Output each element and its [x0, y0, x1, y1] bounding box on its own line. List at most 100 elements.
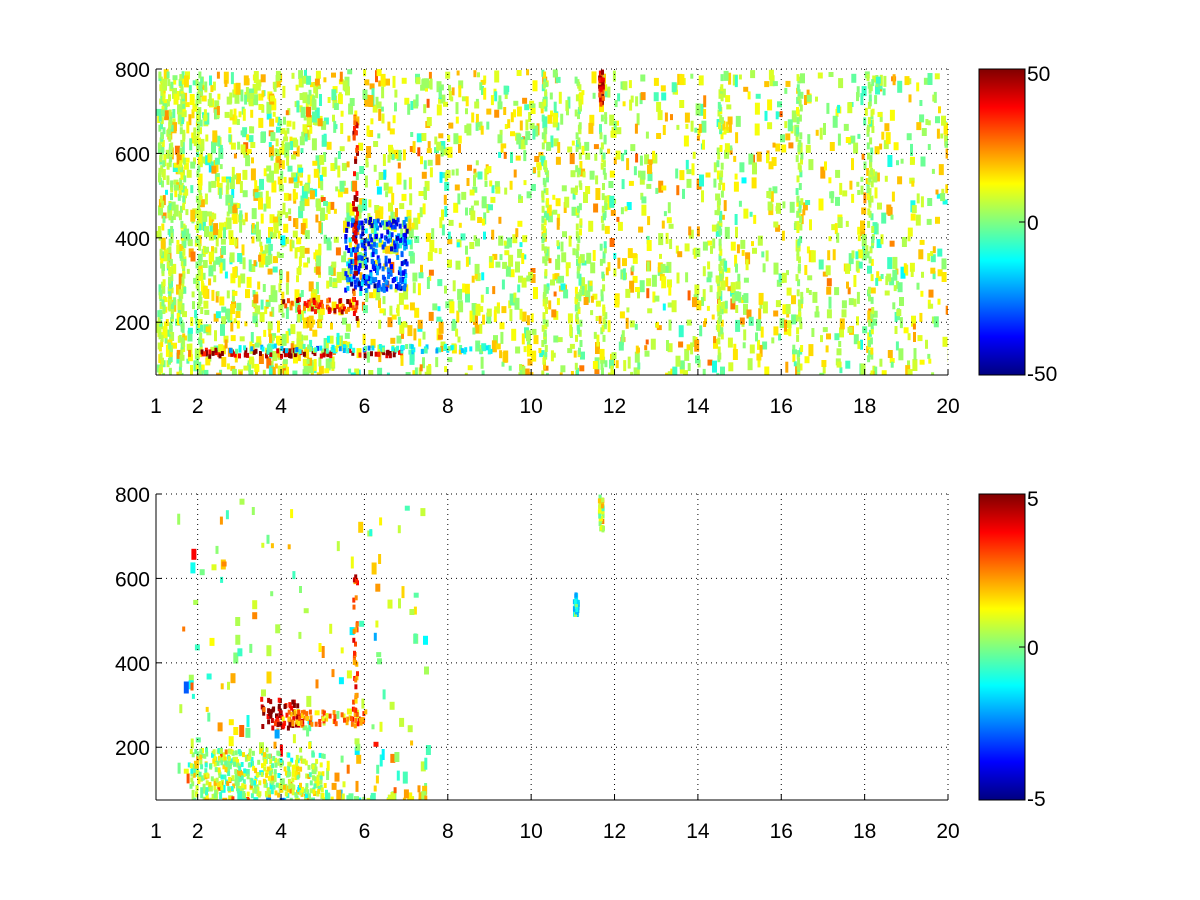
heatmap-cell	[269, 699, 273, 705]
heatmap-cell	[217, 93, 221, 100]
heatmap-cell	[792, 344, 796, 350]
heatmap-cell	[236, 788, 240, 794]
heatmap-cell	[879, 74, 883, 86]
heatmap-cell	[211, 289, 215, 301]
heatmap-cell	[191, 132, 195, 144]
heatmap-cell	[601, 193, 605, 201]
heatmap-cell	[358, 797, 362, 800]
heatmap-cell	[592, 361, 598, 369]
heatmap-cell	[725, 95, 731, 103]
heatmap-cell	[275, 624, 281, 634]
heatmap-cell	[577, 327, 581, 335]
heatmap-cell	[579, 228, 582, 236]
heatmap-cell	[229, 109, 233, 118]
heatmap-cell	[600, 114, 604, 122]
heatmap-cell	[297, 709, 301, 715]
heatmap-cell	[170, 274, 174, 282]
heatmap-cell	[367, 241, 371, 247]
heatmap-cell	[307, 130, 311, 141]
heatmap-cell	[300, 710, 304, 716]
heatmap-cell	[235, 311, 241, 318]
heatmap-cell	[860, 339, 863, 350]
heatmap-cell	[236, 762, 240, 768]
heatmap-cell	[263, 329, 267, 337]
heatmap-cell	[198, 367, 202, 375]
heatmap-cell	[795, 188, 799, 195]
heatmap-cell	[298, 167, 304, 173]
heatmap-cell	[296, 703, 300, 709]
heatmap-cell	[860, 220, 865, 232]
heatmap-cell	[295, 716, 299, 722]
heatmap-cell	[398, 266, 402, 272]
heatmap-cell	[382, 282, 386, 288]
heatmap-cell	[224, 339, 228, 349]
heatmap-cell	[400, 228, 404, 235]
heatmap-cell	[371, 252, 375, 257]
heatmap-cell	[238, 353, 241, 359]
heatmap-cell	[563, 289, 569, 299]
heatmap-cell	[162, 326, 168, 339]
heatmap-cell	[333, 714, 337, 720]
heatmap-cell	[337, 165, 341, 178]
heatmap-cell	[294, 247, 298, 259]
heatmap-cell	[871, 79, 875, 87]
heatmap-cell	[872, 75, 878, 83]
heatmap-cell	[484, 168, 488, 181]
heatmap-cell	[317, 161, 321, 174]
heatmap-cell	[161, 132, 164, 140]
heatmap-cell	[855, 260, 859, 272]
heatmap-cell	[181, 109, 185, 117]
heatmap-cell	[542, 317, 546, 325]
heatmap-cell	[191, 781, 195, 787]
heatmap-cell	[796, 117, 800, 125]
heatmap-cell	[352, 577, 356, 583]
heatmap-cell	[683, 135, 689, 147]
heatmap-cell	[335, 304, 339, 310]
heatmap-cell	[773, 262, 779, 275]
heatmap-cell	[255, 305, 261, 315]
heatmap-cell	[554, 273, 560, 280]
heatmap-cell	[326, 352, 330, 358]
heatmap-cell	[745, 252, 751, 265]
heatmap-cell	[749, 344, 755, 354]
heatmap-cell	[389, 284, 393, 290]
heatmap-cell	[249, 783, 253, 789]
heatmap-cell	[212, 130, 218, 143]
heatmap-cell	[354, 130, 358, 136]
heatmap-cell	[385, 245, 391, 254]
heatmap-cell	[354, 574, 358, 580]
heatmap-cell	[573, 599, 577, 605]
heatmap-cell	[881, 131, 885, 140]
heatmap-cell	[196, 91, 200, 99]
heatmap-cell	[525, 119, 529, 131]
heatmap-cell	[320, 213, 325, 221]
heatmap-cell	[177, 762, 181, 774]
heatmap-cell	[373, 741, 379, 747]
heatmap-cell	[678, 341, 684, 348]
heatmap-cell	[354, 747, 360, 755]
heatmap-cell	[600, 294, 604, 302]
heatmap-cell	[269, 764, 273, 770]
heatmap-cell	[360, 257, 366, 269]
heatmap-cell	[382, 247, 386, 254]
heatmap-cell	[279, 744, 283, 757]
heatmap-cell	[521, 253, 525, 264]
heatmap-cell	[472, 186, 478, 193]
heatmap-cell	[711, 314, 715, 320]
heatmap-cell	[560, 365, 566, 373]
heatmap-cell	[219, 369, 223, 375]
heatmap-cell	[486, 121, 490, 130]
heatmap-cell	[526, 330, 531, 342]
heatmap-cell	[358, 220, 361, 226]
heatmap-cell	[365, 274, 369, 280]
heatmap-cell	[513, 100, 519, 106]
heatmap-cell	[396, 307, 399, 313]
heatmap-cell	[435, 348, 439, 354]
heatmap-cell	[806, 89, 810, 95]
heatmap-cell	[220, 576, 224, 583]
heatmap-cell	[213, 793, 217, 799]
heatmap-cell	[349, 203, 355, 216]
heatmap-cell	[167, 253, 171, 261]
heatmap-cell	[448, 122, 454, 129]
